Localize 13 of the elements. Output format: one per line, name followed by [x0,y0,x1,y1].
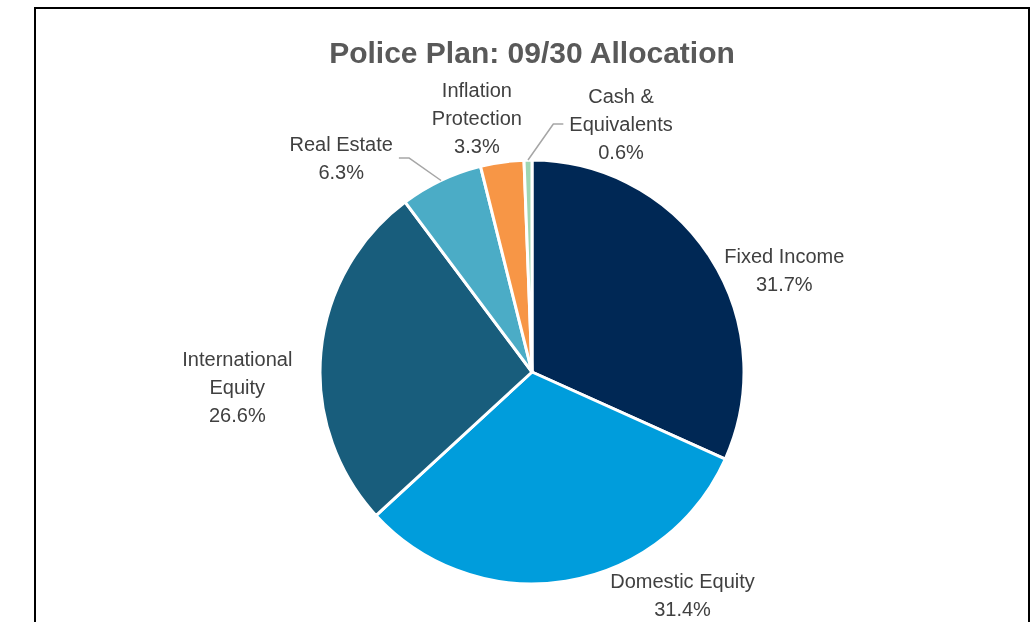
data-label: 31.7% [755,273,813,296]
data-label: 3.3% [454,134,500,157]
slice-label: Cash & Equivalents [569,84,673,135]
slice-label: Domestic Equity [610,569,755,592]
data-label: 6.3% [318,160,365,183]
chart-title: Police Plan: 09/30 Allocation [329,36,735,69]
data-label: 0.6% [598,140,645,163]
data-label: 31.4% [654,597,712,620]
slice-label: Fixed Income [724,245,845,268]
slice-label: International Equity [182,347,293,398]
slice-label: Real Estate [289,132,393,155]
slice-label: Inflation Protection [431,78,522,129]
data-label: 26.6% [208,403,266,426]
